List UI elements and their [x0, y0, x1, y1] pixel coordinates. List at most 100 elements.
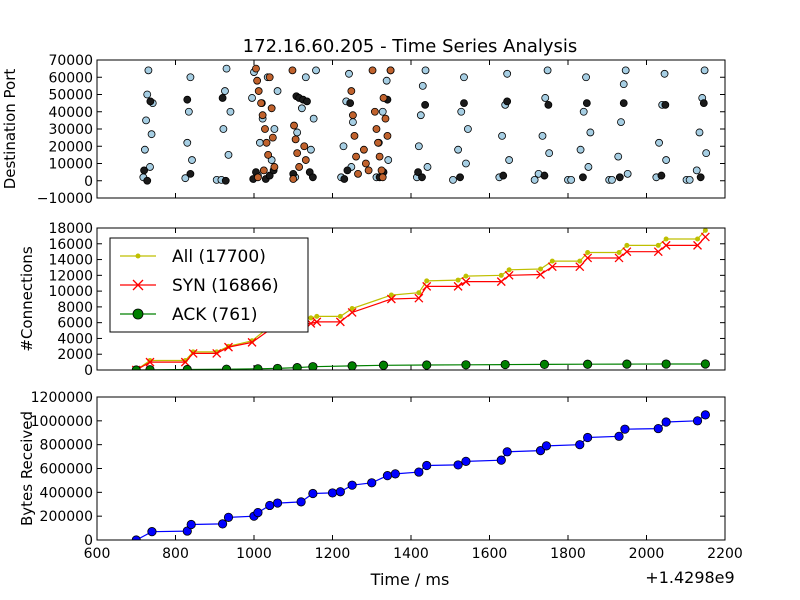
series-marker	[655, 242, 661, 248]
scatter-point	[248, 94, 256, 102]
y-tick-label: 200000	[40, 509, 93, 525]
y-tick-label: −10000	[37, 191, 93, 207]
scatter-point	[146, 97, 155, 106]
scatter-point	[386, 66, 395, 75]
series-marker	[583, 432, 593, 443]
x-tick-label: 1200	[315, 546, 351, 562]
scatter-point	[264, 150, 273, 159]
series-marker	[335, 487, 345, 497]
series-marker	[538, 266, 544, 272]
y-tick-label: 1000000	[31, 414, 93, 430]
series-marker	[661, 240, 671, 250]
scatter-point	[696, 173, 705, 182]
scatter-point	[695, 128, 704, 137]
scatter-point	[301, 73, 310, 82]
scatter-point	[421, 100, 430, 109]
scatter-point	[498, 131, 506, 140]
y-tick-label: 70000	[48, 53, 93, 69]
scatter-point	[221, 87, 229, 95]
scatter-point	[293, 128, 302, 137]
series-marker	[453, 460, 463, 470]
series-marker	[547, 262, 557, 272]
y-tick-label: 12000	[48, 268, 93, 284]
scatter-point	[454, 145, 463, 154]
y-tick-label: 0	[84, 174, 93, 190]
scatter-point	[655, 138, 663, 147]
scatter-point	[293, 149, 302, 158]
series-marker	[422, 360, 432, 370]
scatter-point	[289, 175, 298, 183]
series-marker	[653, 423, 663, 434]
series-marker	[349, 305, 355, 311]
x-tick-label: 2200	[707, 546, 743, 562]
scatter-point	[619, 99, 628, 108]
scatter-point	[378, 173, 387, 182]
scatter-point	[414, 168, 422, 177]
y-tick-label: 0	[84, 533, 93, 549]
axes-frame	[96, 59, 726, 199]
scatter-point	[346, 99, 355, 108]
scatter-point	[354, 169, 362, 178]
scatter-point	[140, 145, 149, 154]
scatter-point	[224, 150, 233, 159]
series-marker	[296, 497, 306, 507]
series-marker	[695, 236, 701, 242]
series-marker	[583, 253, 593, 263]
series-marker	[535, 446, 546, 456]
scatter-point	[339, 142, 348, 151]
scatter-point	[226, 107, 235, 116]
scatter-point	[184, 107, 193, 116]
scatter-point	[377, 166, 386, 175]
scatter-point	[414, 142, 423, 151]
y-tick-label: 600000	[40, 462, 93, 478]
series-marker	[147, 527, 157, 537]
scatter-point	[290, 121, 298, 130]
scatter-point	[456, 173, 464, 182]
series-marker	[414, 467, 424, 477]
scatter-point	[662, 156, 671, 164]
series-marker	[549, 258, 555, 264]
scatter-point	[382, 76, 391, 85]
y-tick-label: 0	[84, 363, 93, 379]
bytes-panel: 0 200000 400000 600000 800000 1000000 1200000 6…	[18, 390, 743, 562]
series-marker	[416, 290, 422, 296]
scatter-point	[300, 142, 309, 151]
y-tick-label: 60000	[48, 70, 93, 86]
scatter-point	[143, 90, 152, 99]
plot-area	[131, 410, 710, 540]
series-marker	[314, 313, 320, 319]
y-tick-label: 16000	[48, 237, 93, 253]
scatter-point	[349, 118, 357, 126]
scatter-point	[383, 131, 392, 140]
scatter-point	[545, 149, 554, 158]
series-marker	[390, 469, 400, 479]
scatter-point	[462, 159, 470, 168]
series-marker	[386, 294, 396, 304]
connections-panel: 0200040006000800010000120001400016000180…	[18, 221, 726, 379]
scatter-point	[140, 166, 149, 175]
series-marker	[504, 270, 514, 280]
y-tick-label: 1200000	[31, 390, 93, 406]
series-marker	[622, 359, 632, 369]
x-tick-label: 1800	[550, 546, 586, 562]
scatter-point	[267, 104, 276, 113]
scatter-point	[457, 107, 466, 116]
figure-title: 172.16.60.205 - Time Series Analysis	[243, 36, 578, 57]
scatter-point	[352, 152, 360, 161]
series-marker	[622, 247, 632, 257]
axes-frame	[96, 396, 726, 541]
series-marker	[367, 478, 377, 488]
series-marker	[378, 360, 389, 370]
series-marker	[496, 455, 506, 465]
scatter-point	[503, 69, 512, 78]
scatter-point	[303, 97, 311, 106]
scatter-point	[530, 175, 539, 184]
scatter-point	[660, 69, 669, 78]
series-marker	[292, 363, 302, 370]
scatter-point	[579, 107, 588, 116]
series-marker	[422, 460, 432, 471]
series-marker	[616, 249, 622, 255]
series-marker	[272, 498, 283, 508]
x-tick-label: 1400	[393, 546, 429, 562]
series-marker	[308, 315, 314, 321]
